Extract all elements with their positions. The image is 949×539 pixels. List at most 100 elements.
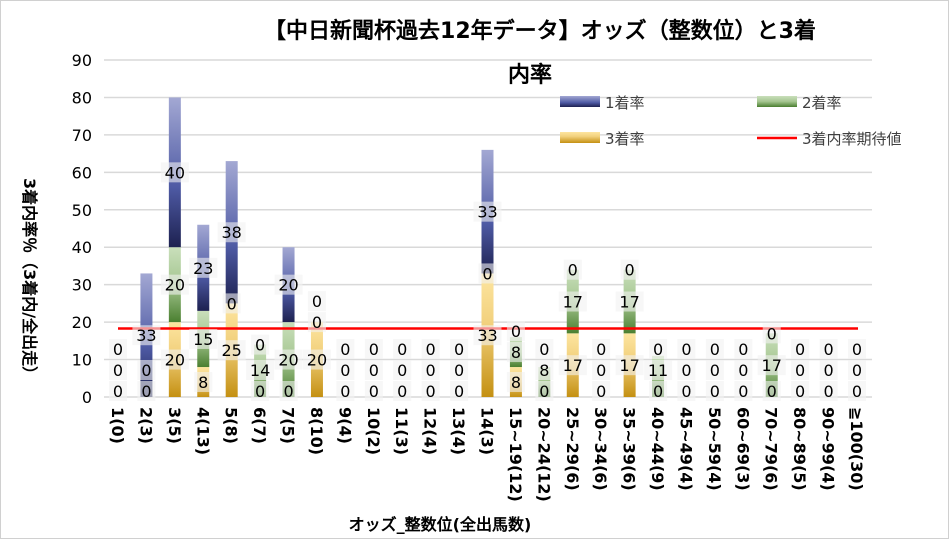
data-label: 0 xyxy=(137,381,156,401)
data-label: 0 xyxy=(592,339,611,359)
svg-text:3着内率期待値: 3着内率期待値 xyxy=(802,130,902,148)
x-tick-label: 15~19(12) xyxy=(506,407,525,502)
svg-text:0: 0 xyxy=(255,382,265,401)
data-label: 40 xyxy=(160,162,189,183)
legend-item: 3着率 xyxy=(560,130,645,148)
data-label: 0 xyxy=(677,381,696,401)
svg-text:0: 0 xyxy=(340,340,350,359)
svg-text:17: 17 xyxy=(762,356,782,375)
svg-text:8: 8 xyxy=(511,373,521,392)
y-tick-label: 30 xyxy=(72,276,92,295)
svg-text:0: 0 xyxy=(426,340,436,359)
svg-text:20: 20 xyxy=(278,351,298,370)
x-tick-label: 60~69(3) xyxy=(733,407,752,491)
data-label: 0 xyxy=(109,381,127,401)
data-label: 0 xyxy=(848,360,866,380)
svg-text:0: 0 xyxy=(312,313,322,332)
data-label: 0 xyxy=(336,339,355,359)
data-label: 0 xyxy=(336,360,355,380)
svg-text:17: 17 xyxy=(563,356,583,375)
y-tick-label: 0 xyxy=(82,388,92,407)
data-label: 0 xyxy=(734,339,753,359)
x-tick-label: 2(3) xyxy=(136,407,155,444)
data-label: 33 xyxy=(132,325,161,346)
x-tick-label: 3(5) xyxy=(165,407,184,444)
svg-text:25: 25 xyxy=(222,341,242,360)
svg-text:0: 0 xyxy=(625,261,635,280)
data-label: 0 xyxy=(506,321,525,342)
svg-text:20: 20 xyxy=(278,276,298,295)
data-label: 23 xyxy=(189,257,218,278)
data-label: 0 xyxy=(762,381,781,401)
svg-text:0: 0 xyxy=(767,324,777,343)
data-label: 0 xyxy=(848,381,866,401)
x-tick-label: 4(13) xyxy=(193,407,212,455)
data-label: 0 xyxy=(336,381,355,401)
svg-text:0: 0 xyxy=(255,336,265,355)
svg-text:0: 0 xyxy=(511,322,521,341)
svg-text:14: 14 xyxy=(250,361,270,380)
svg-text:0: 0 xyxy=(852,340,862,359)
data-label: 0 xyxy=(222,293,241,314)
data-label: 0 xyxy=(450,339,469,359)
data-label: 20 xyxy=(160,349,189,370)
svg-text:0: 0 xyxy=(823,361,833,380)
y-tick-label: 60 xyxy=(72,163,92,182)
svg-text:0: 0 xyxy=(852,382,862,401)
svg-text:0: 0 xyxy=(312,292,322,311)
svg-text:40: 40 xyxy=(165,163,185,182)
data-label: 0 xyxy=(592,381,611,401)
data-label: 0 xyxy=(563,259,582,280)
data-label: 33 xyxy=(473,201,502,222)
legend-item: 2着率 xyxy=(757,94,842,112)
data-label: 0 xyxy=(279,381,298,401)
data-label: 20 xyxy=(302,349,331,370)
data-label: 14 xyxy=(246,360,275,380)
svg-text:20: 20 xyxy=(165,276,185,295)
svg-text:0: 0 xyxy=(596,382,606,401)
legend-swatch xyxy=(757,96,797,107)
svg-text:0: 0 xyxy=(767,382,777,401)
svg-text:0: 0 xyxy=(113,361,123,380)
data-label: 17 xyxy=(558,291,587,312)
data-label: 0 xyxy=(791,381,810,401)
data-label: 0 xyxy=(251,381,270,401)
legend-swatch xyxy=(560,96,600,107)
svg-text:0: 0 xyxy=(681,340,691,359)
data-label: 0 xyxy=(791,339,810,359)
x-axis-label: オッズ_整数位(全出馬数) xyxy=(349,515,532,534)
data-label: 15 xyxy=(189,328,218,349)
data-label: 0 xyxy=(421,381,440,401)
x-tick-label: 40~44(9) xyxy=(648,407,667,491)
y-tick-label: 70 xyxy=(72,126,92,145)
svg-text:0: 0 xyxy=(795,382,805,401)
svg-text:20: 20 xyxy=(165,351,185,370)
data-label: 0 xyxy=(307,291,326,312)
svg-text:0: 0 xyxy=(426,361,436,380)
data-label: 0 xyxy=(791,360,810,380)
svg-text:0: 0 xyxy=(738,361,748,380)
x-tick-label: 20~24(12) xyxy=(534,407,553,502)
svg-text:0: 0 xyxy=(369,382,379,401)
svg-text:0: 0 xyxy=(852,361,862,380)
data-label: 0 xyxy=(393,360,412,380)
x-tick-label: 13(4) xyxy=(449,407,468,455)
data-label: 0 xyxy=(393,339,412,359)
svg-text:0: 0 xyxy=(227,294,237,313)
x-tick-label: 25~29(6) xyxy=(563,407,582,491)
chart-title-line2: 内率 xyxy=(508,62,552,88)
data-label: 0 xyxy=(364,381,383,401)
y-tick-label: 50 xyxy=(72,201,92,220)
legend-item: 1着率 xyxy=(560,94,645,112)
data-label: 17 xyxy=(615,355,644,376)
data-label: 8 xyxy=(506,372,525,393)
x-tick-label: 5(8) xyxy=(222,407,241,444)
svg-text:0: 0 xyxy=(397,382,407,401)
svg-text:0: 0 xyxy=(681,361,691,380)
data-label: 0 xyxy=(307,312,326,333)
x-tick-label: 50~59(4) xyxy=(705,407,724,491)
svg-text:20: 20 xyxy=(307,351,327,370)
svg-text:0: 0 xyxy=(113,382,123,401)
data-label: 17 xyxy=(615,291,644,312)
